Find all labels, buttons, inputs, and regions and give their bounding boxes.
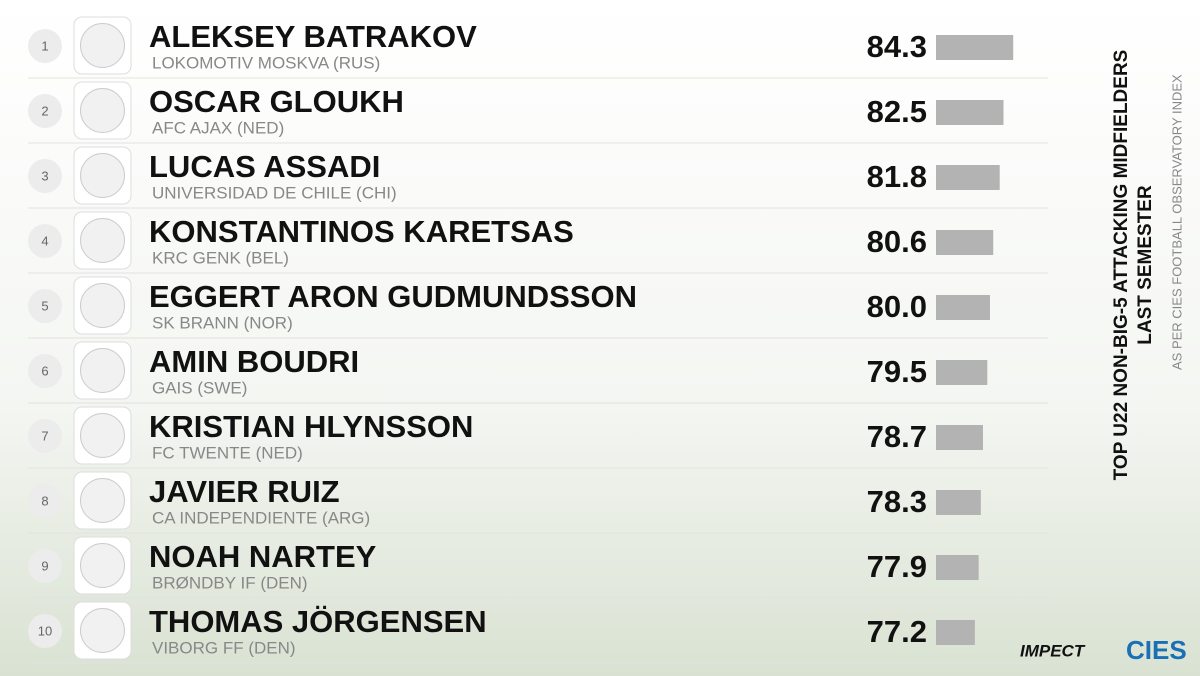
bar: [936, 165, 1000, 190]
value-label: 77.2: [867, 614, 927, 649]
value-label: 78.7: [867, 419, 927, 454]
bar: [936, 295, 990, 320]
rank-badge: [28, 614, 62, 648]
club-name: SK BRANN (NOR): [152, 313, 293, 332]
player-name: AMIN BOUDRI: [149, 344, 359, 379]
rank: 9: [41, 558, 48, 573]
player-name: THOMAS JÖRGENSEN: [149, 604, 487, 639]
bar: [936, 555, 979, 580]
rank: 2: [41, 103, 48, 118]
brand-cies: CIES: [1126, 635, 1187, 665]
club-logo-emblem: [80, 543, 125, 588]
club-logo-emblem: [80, 608, 125, 653]
rank: 6: [41, 363, 48, 378]
club-name: KRC GENK (BEL): [152, 248, 289, 267]
club-name: GAIS (SWE): [152, 378, 247, 397]
value-label: 78.3: [867, 484, 927, 519]
rank: 8: [41, 493, 48, 508]
player-name: OSCAR GLOUKH: [149, 84, 404, 119]
club-name: LOKOMOTIV MOSKVA (RUS): [152, 53, 380, 72]
player-name: LUCAS ASSADI: [149, 149, 380, 184]
club-name: UNIVERSIDAD DE CHILE (CHI): [152, 183, 397, 202]
player-name: KRISTIAN HLYNSSON: [149, 409, 473, 444]
title: TOP U22 NON-BIG-5 ATTACKING MIDFIELDERS: [1111, 50, 1132, 481]
value-label: 77.9: [867, 549, 927, 584]
bar: [936, 490, 981, 515]
rank-badge: [28, 484, 62, 518]
club-logo-emblem: [80, 218, 125, 263]
player-name: NOAH NARTEY: [149, 539, 377, 574]
club-name: BRØNDBY IF (DEN): [152, 573, 308, 592]
club-logo-emblem: [80, 413, 125, 458]
value-label: 79.5: [867, 354, 927, 389]
bar: [936, 620, 975, 645]
player-name: KONSTANTINOS KARETSAS: [149, 214, 574, 249]
rank-badge: [28, 289, 62, 323]
club-name: AFC AJAX (NED): [152, 118, 284, 137]
value-label: 84.3: [867, 29, 927, 64]
club-logo-emblem: [80, 283, 125, 328]
bar: [936, 100, 1004, 125]
club-name: VIBORG FF (DEN): [152, 638, 296, 657]
rank: 7: [41, 428, 48, 443]
rank: 5: [41, 298, 48, 313]
club-logo-emblem: [80, 23, 125, 68]
bar: [936, 230, 994, 255]
club-logo-emblem: [80, 88, 125, 133]
club-logo-emblem: [80, 348, 125, 393]
bar: [936, 35, 1014, 60]
player-name: JAVIER RUIZ: [149, 474, 340, 509]
club-logo-emblem: [80, 478, 125, 523]
note: AS PER CIES FOOTBALL OBSERVATORY INDEX: [1169, 74, 1184, 370]
club-name: CA INDEPENDIENTE (ARG): [152, 508, 370, 527]
club-logo-emblem: [80, 153, 125, 198]
rank: 10: [38, 623, 52, 638]
rank: 1: [41, 38, 48, 53]
rank-badge: [28, 94, 62, 128]
bar: [936, 360, 988, 385]
value-label: 80.6: [867, 224, 927, 259]
rank-badge: [28, 29, 62, 63]
rank: 4: [41, 233, 48, 248]
brand-impect: IMPECT: [1020, 641, 1086, 660]
value-label: 82.5: [867, 94, 927, 129]
rank-badge: [28, 549, 62, 583]
value-label: 80.0: [867, 289, 927, 324]
rank-badge: [28, 354, 62, 388]
subtitle: LAST SEMESTER: [1135, 185, 1156, 345]
rank-badge: [28, 224, 62, 258]
rank-badge: [28, 159, 62, 193]
player-name: ALEKSEY BATRAKOV: [149, 19, 477, 54]
value-label: 81.8: [867, 159, 927, 194]
bar: [936, 425, 983, 450]
club-name: FC TWENTE (NED): [152, 443, 303, 462]
rank-badge: [28, 419, 62, 453]
player-name: EGGERT ARON GUDMUNDSSON: [149, 279, 637, 314]
rank: 3: [41, 168, 48, 183]
